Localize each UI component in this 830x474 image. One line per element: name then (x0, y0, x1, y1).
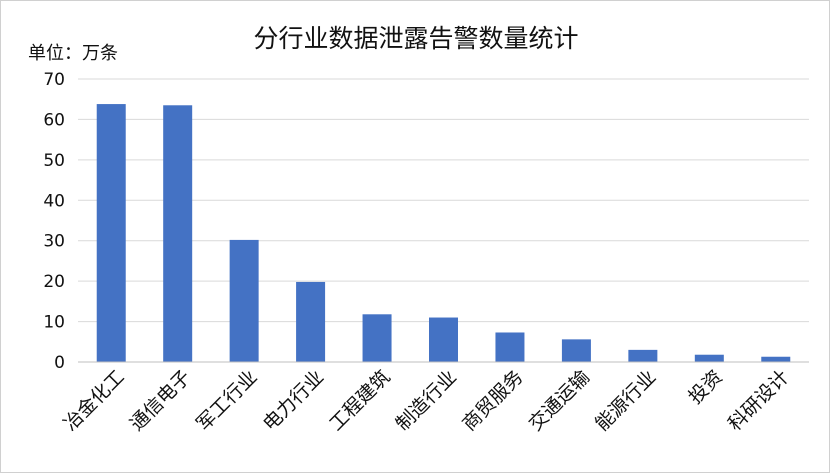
bar (495, 332, 525, 362)
bar (561, 339, 591, 362)
bar (362, 314, 392, 362)
bar (163, 105, 193, 363)
x-category-label: 电力行业 (259, 366, 328, 435)
x-category-label: 军工行业 (192, 366, 261, 435)
x-category-label: 交通运输 (525, 366, 594, 435)
bar (761, 356, 791, 362)
y-tick-label: 0 (54, 353, 65, 373)
y-tick-label: 30 (43, 232, 65, 252)
x-category-label: 通信电子 (126, 366, 195, 435)
y-tick-label: 10 (43, 313, 65, 333)
y-tick-label: 40 (43, 191, 65, 211)
bar (296, 281, 326, 362)
x-category-label: 能源行业 (591, 366, 660, 435)
x-category-label: 科研设计 (724, 366, 793, 435)
bar (694, 354, 724, 362)
unit-label: 单位：万条 (28, 43, 118, 64)
chart-title: 分行业数据泄露告警数量统计 (253, 24, 579, 53)
y-tick-label: 20 (43, 272, 65, 292)
x-category-label: 商贸服务 (458, 366, 527, 435)
bar (429, 317, 458, 362)
y-tick-label: 50 (43, 151, 65, 171)
x-category-label: 投资 (684, 366, 726, 408)
y-tick-label: 70 (43, 70, 65, 90)
bar (628, 349, 658, 362)
x-category-label: 制造行业 (392, 366, 461, 435)
x-category-label: 工程建筑 (325, 366, 394, 435)
bar (229, 239, 259, 362)
x-category-label: 冶金化工 (59, 366, 128, 435)
bar (96, 104, 126, 363)
y-tick-label: 60 (43, 110, 65, 130)
